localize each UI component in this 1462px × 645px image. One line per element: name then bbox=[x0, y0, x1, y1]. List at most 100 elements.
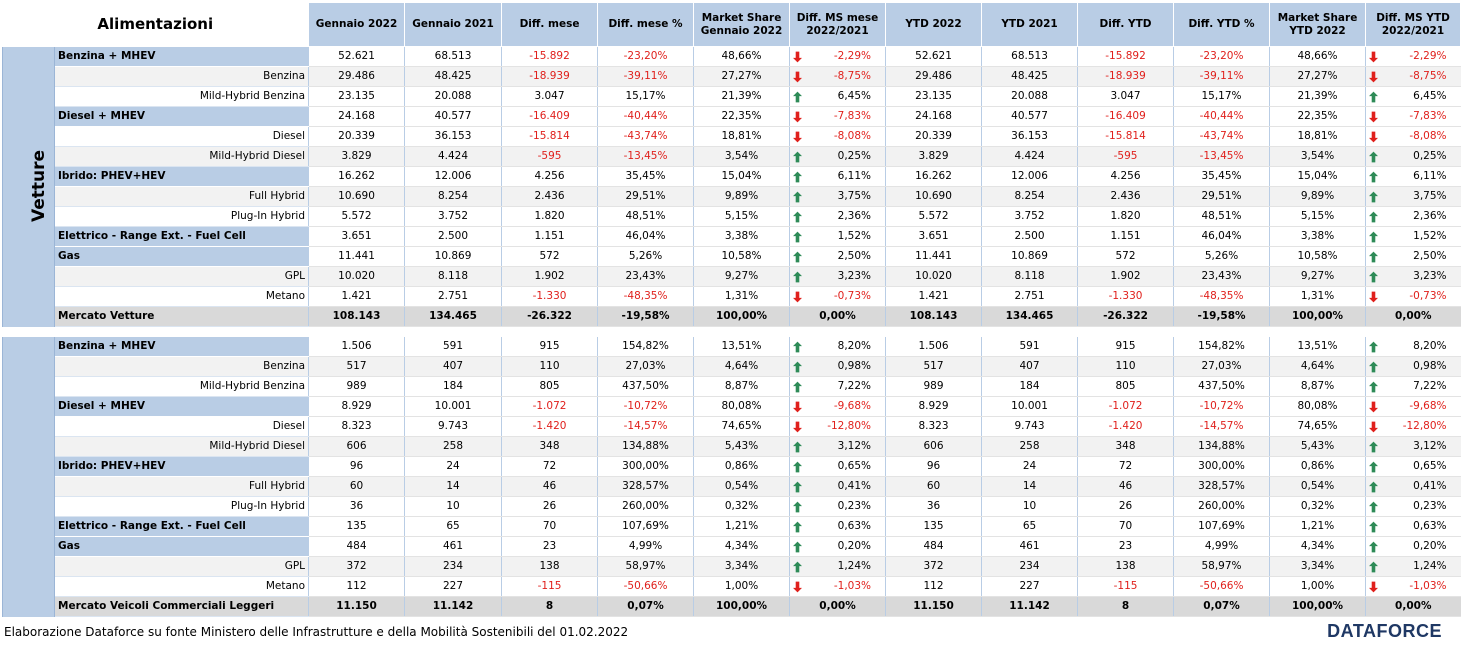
value-cell: 10.020 bbox=[308, 266, 405, 287]
value-cell: 18,81% bbox=[1269, 126, 1366, 147]
cell-value: 18,81% bbox=[721, 130, 762, 142]
cell-value: 4,34% bbox=[1300, 540, 1335, 552]
cell-value: 29,51% bbox=[1201, 190, 1242, 202]
cell-value: 27,27% bbox=[721, 70, 762, 82]
cell-value: 4.256 bbox=[1110, 170, 1141, 182]
value-cell: -115 bbox=[1077, 576, 1174, 597]
cell-value: 9,89% bbox=[1300, 190, 1335, 202]
column-header: Diff. MS mese 2022/2021 bbox=[789, 2, 887, 47]
cell-value: 107,69% bbox=[1198, 520, 1245, 532]
cell-value: 9,27% bbox=[1300, 270, 1335, 282]
arrow-up-icon bbox=[1369, 361, 1379, 373]
value-cell: 48,66% bbox=[693, 46, 790, 67]
value-cell: 108.143 bbox=[308, 306, 405, 327]
value-cell: 4.424 bbox=[981, 146, 1078, 167]
value-cell: 260,00% bbox=[1173, 496, 1270, 517]
cell-value: 11.142 bbox=[1009, 600, 1050, 612]
group-row: Gas 484 461 23 4,99% 4,34% 0,20% 484 461 23 4,99% 4… bbox=[3, 536, 1461, 557]
value-cell: 3.651 bbox=[308, 226, 405, 247]
value-cell: -50,66% bbox=[1173, 576, 1270, 597]
value-cell: 107,69% bbox=[597, 516, 694, 537]
value-cell: -48,35% bbox=[1173, 286, 1270, 307]
value-cell: 1.421 bbox=[885, 286, 982, 307]
cell-value: 8,20% bbox=[1413, 339, 1447, 352]
value-cell: 1,00% bbox=[1269, 576, 1366, 597]
value-cell: 2.436 bbox=[501, 186, 598, 207]
value-cell: -1,03% bbox=[1365, 576, 1461, 597]
cell-value: 20.088 bbox=[434, 90, 472, 102]
arrow-up-icon bbox=[793, 501, 803, 513]
value-cell: 100,00% bbox=[1269, 596, 1366, 617]
cell-value: 0,20% bbox=[837, 540, 872, 552]
section-label: Veicoli Commerciali Leggeri bbox=[2, 336, 55, 617]
cell-value: 8 bbox=[545, 600, 554, 612]
value-cell: -115 bbox=[501, 576, 598, 597]
value-cell: -23,20% bbox=[1173, 46, 1270, 67]
value-cell: 135 bbox=[885, 516, 982, 537]
value-cell: 0,32% bbox=[693, 496, 790, 517]
value-cell: 29,51% bbox=[1173, 186, 1270, 207]
value-cell: 4.256 bbox=[501, 166, 598, 187]
arrow-up-icon bbox=[793, 381, 803, 393]
cell-value: 260,00% bbox=[1198, 500, 1245, 512]
cell-value: 6,11% bbox=[1413, 170, 1447, 182]
group-row: Elettrico - Range Ext. - Fuel Cell 3.651 2… bbox=[3, 226, 1461, 247]
value-cell: 8.929 bbox=[885, 396, 982, 417]
value-cell: -15.814 bbox=[501, 126, 598, 147]
value-cell: 0,20% bbox=[789, 536, 886, 557]
value-cell: 46 bbox=[1077, 476, 1174, 497]
fuel-type-table: Alimentazioni Gennaio 2022 Gennaio 2021 Di… bbox=[2, 2, 1462, 617]
value-cell: 11.441 bbox=[308, 246, 405, 267]
cell-value: -43,74% bbox=[623, 130, 668, 142]
cell-value: 1,52% bbox=[1413, 230, 1447, 242]
value-cell: 10.001 bbox=[981, 396, 1078, 417]
cell-value: 2.500 bbox=[437, 230, 469, 242]
value-cell: 484 bbox=[885, 536, 982, 557]
arrow-down-icon bbox=[793, 51, 803, 63]
value-cell: -23,20% bbox=[597, 46, 694, 67]
value-cell: 27,27% bbox=[693, 66, 790, 87]
value-cell: -43,74% bbox=[597, 126, 694, 147]
cell-value: -26.322 bbox=[527, 310, 572, 322]
arrow-up-icon bbox=[1369, 191, 1379, 203]
value-cell: 65 bbox=[981, 516, 1078, 537]
value-cell: 5,43% bbox=[693, 436, 790, 457]
cell-value: 0,63% bbox=[837, 520, 872, 532]
value-cell: 234 bbox=[404, 556, 502, 577]
row-label: Benzina bbox=[54, 356, 309, 377]
value-cell: 10 bbox=[404, 496, 502, 517]
cell-value: 11.150 bbox=[336, 600, 377, 612]
value-cell: 227 bbox=[404, 576, 502, 597]
value-cell: 300,00% bbox=[597, 456, 694, 477]
cell-value: -2,29% bbox=[1409, 50, 1447, 62]
row-label: Mercato Veicoli Commerciali Leggeri bbox=[54, 596, 309, 617]
row-label: Mercato Vetture bbox=[54, 306, 309, 327]
value-cell: 11.142 bbox=[404, 596, 502, 617]
cell-value: 108.143 bbox=[332, 310, 381, 322]
value-cell: -39,11% bbox=[597, 66, 694, 87]
value-cell: -40,44% bbox=[1173, 106, 1270, 127]
value-cell: 3,12% bbox=[789, 436, 886, 457]
value-cell: -15.892 bbox=[501, 46, 598, 67]
value-cell: 348 bbox=[501, 436, 598, 457]
arrow-up-icon bbox=[793, 151, 803, 163]
cell-value: 12.006 bbox=[1011, 170, 1048, 182]
value-cell: -8,08% bbox=[789, 126, 886, 147]
value-cell: 1,31% bbox=[693, 286, 790, 307]
value-cell: 3.752 bbox=[404, 206, 502, 227]
cell-value: 22,35% bbox=[1297, 110, 1338, 122]
value-cell: -16.409 bbox=[501, 106, 598, 127]
value-cell: 606 bbox=[885, 436, 982, 457]
value-cell: 9,89% bbox=[1269, 186, 1366, 207]
cell-value: 9,89% bbox=[724, 190, 759, 202]
column-header: Diff. YTD bbox=[1077, 2, 1175, 47]
cell-value: 134,88% bbox=[1198, 440, 1245, 452]
cell-value: -1,03% bbox=[833, 580, 872, 592]
dataforce-logo: DATAFORCE bbox=[1327, 621, 1442, 642]
value-cell: 0,25% bbox=[1365, 146, 1461, 167]
column-header: YTD 2022 bbox=[885, 2, 983, 47]
value-cell: -1.330 bbox=[1077, 286, 1174, 307]
arrow-down-icon bbox=[1369, 51, 1379, 63]
cell-value: 112 bbox=[923, 580, 944, 592]
value-cell: 138 bbox=[501, 556, 598, 577]
